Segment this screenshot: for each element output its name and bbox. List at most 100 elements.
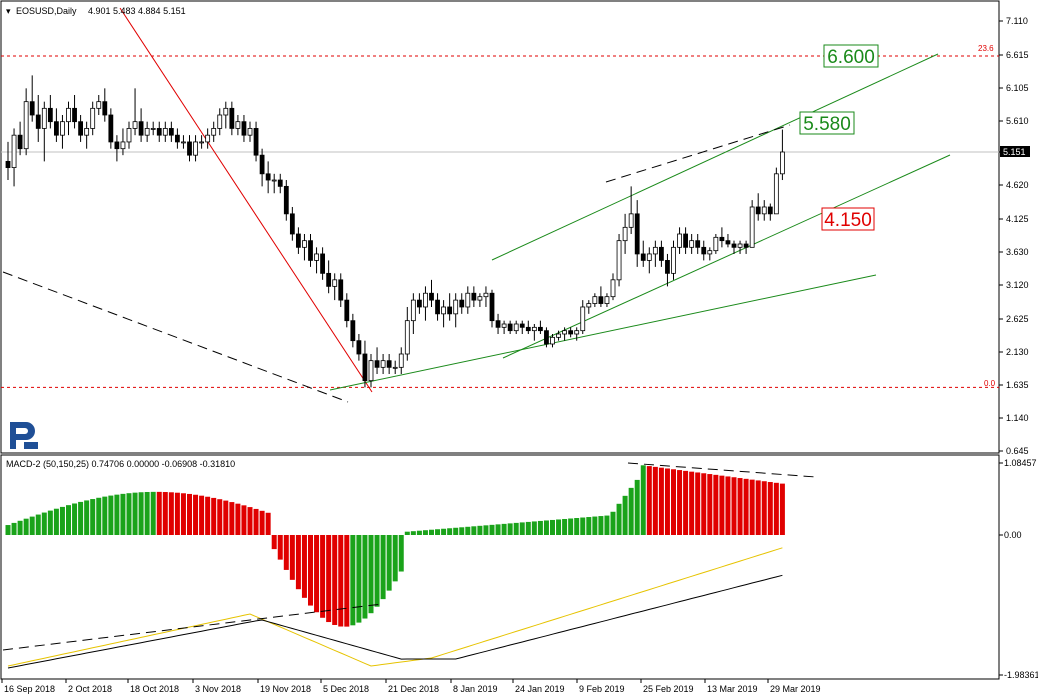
broker-logo bbox=[10, 422, 38, 449]
macd-histogram-bar bbox=[156, 491, 162, 535]
candle-body bbox=[295, 233, 301, 248]
macd-histogram-bar bbox=[108, 495, 114, 535]
annotation-6600[interactable]: 6.600 bbox=[823, 44, 879, 68]
macd-histogram-bar bbox=[126, 493, 132, 535]
candle-body bbox=[350, 320, 356, 342]
candle-body bbox=[550, 336, 555, 345]
macd-histogram-bar bbox=[495, 524, 501, 535]
candle-body bbox=[174, 134, 180, 143]
annotation-5580[interactable]: 5.580 bbox=[799, 111, 855, 135]
candle-body bbox=[289, 213, 295, 235]
candle-body bbox=[689, 240, 695, 248]
x-tick-label: 21 Dec 2018 bbox=[388, 684, 439, 694]
candle-body bbox=[259, 154, 265, 175]
macd-histogram-bar bbox=[501, 523, 507, 535]
macd-histogram-bar bbox=[701, 473, 707, 535]
macd-histogram-bar bbox=[199, 495, 205, 535]
candle-body bbox=[283, 185, 289, 215]
candle-body bbox=[598, 296, 604, 304]
candle-body bbox=[217, 114, 223, 129]
macd-histogram-bar bbox=[731, 477, 737, 535]
candle-body bbox=[132, 121, 138, 129]
downtrend-line bbox=[119, 7, 373, 393]
macd-histogram-bar bbox=[562, 518, 568, 535]
candle-body bbox=[671, 246, 676, 274]
macd-histogram-bar bbox=[689, 471, 695, 535]
candle-body bbox=[398, 353, 404, 368]
candle-body bbox=[302, 240, 307, 248]
macd-panel[interactable] bbox=[0, 454, 1000, 680]
candle-body bbox=[743, 243, 749, 248]
macd-histogram-bar bbox=[241, 505, 247, 535]
macd-histogram-bar bbox=[23, 518, 29, 535]
candle-body bbox=[477, 296, 483, 301]
candle-body bbox=[241, 121, 247, 136]
macd-histogram-bar bbox=[314, 535, 320, 613]
macd-histogram-bar bbox=[422, 530, 428, 535]
macd-header: MACD-2 (50,150,25) 0.74706 0.00000 -0.06… bbox=[6, 459, 235, 469]
y-tick-label: 7.110 bbox=[1006, 16, 1028, 26]
macd-histogram-bar bbox=[90, 499, 96, 535]
candle-body bbox=[731, 243, 737, 248]
candle-body bbox=[223, 107, 229, 116]
annotation-4150[interactable]: 4.150 bbox=[821, 207, 875, 231]
candle-body bbox=[380, 360, 386, 368]
candle-body bbox=[410, 299, 416, 322]
macd-histogram-bar bbox=[235, 503, 241, 535]
candle-body bbox=[11, 134, 17, 168]
macd-histogram-bar bbox=[205, 496, 211, 535]
candle-body bbox=[150, 128, 156, 130]
candle-body bbox=[205, 134, 211, 143]
candle-body bbox=[659, 246, 664, 261]
macd-histogram-bar bbox=[677, 470, 683, 535]
macd-histogram-bar bbox=[168, 492, 174, 535]
candle-body bbox=[320, 253, 326, 274]
candle-body bbox=[519, 323, 525, 328]
macd-histogram-bar bbox=[320, 535, 326, 618]
candle-body bbox=[374, 360, 380, 368]
candle-body bbox=[368, 360, 374, 382]
dropdown-arrow-icon[interactable]: ▾ bbox=[6, 6, 11, 16]
macd-histogram-bar bbox=[223, 500, 229, 535]
macd-y-tick-label: -1.98361 bbox=[1004, 670, 1038, 680]
candle-body bbox=[271, 179, 277, 182]
x-tick-label: 18 Oct 2018 bbox=[130, 684, 179, 694]
candle-body bbox=[513, 323, 519, 332]
x-tick-label: 2 Oct 2018 bbox=[68, 684, 112, 694]
candle-body bbox=[459, 299, 465, 308]
candle-body bbox=[622, 226, 628, 242]
x-tick-label: 9 Feb 2019 bbox=[579, 684, 625, 694]
macd-histogram-bar bbox=[332, 535, 338, 625]
macd-histogram-bar bbox=[368, 535, 374, 614]
candle-body bbox=[677, 233, 682, 248]
candle-body bbox=[634, 213, 640, 255]
candle-body bbox=[356, 340, 362, 355]
candle-body bbox=[489, 292, 495, 322]
x-tick-label: 16 Sep 2018 bbox=[4, 684, 55, 694]
candle-body bbox=[404, 320, 410, 355]
macd-y-tick-label: 1.08457 bbox=[1004, 458, 1037, 468]
macd-histogram-bar bbox=[519, 522, 525, 535]
macd-histogram-bar bbox=[211, 497, 217, 535]
macd-histogram-bar bbox=[610, 511, 616, 535]
candle-body bbox=[586, 303, 592, 308]
macd-histogram-bar bbox=[132, 492, 138, 535]
candle-body bbox=[749, 206, 755, 248]
candle-body bbox=[108, 114, 114, 143]
annotation-4150-label: 4.150 bbox=[824, 210, 872, 231]
y-tick-label: 5.610 bbox=[1006, 116, 1029, 126]
macd-histogram-bar bbox=[29, 516, 35, 535]
macd-histogram-bar bbox=[604, 515, 610, 535]
macd-histogram-bar bbox=[102, 496, 108, 535]
candle-body bbox=[84, 128, 90, 136]
annotation-5580-label: 5.580 bbox=[803, 114, 851, 135]
candle-body bbox=[265, 173, 271, 181]
macd-histogram-bar bbox=[707, 474, 713, 535]
candle-body bbox=[538, 326, 543, 332]
macd-histogram-bar bbox=[755, 480, 761, 535]
macd-histogram-bar bbox=[671, 469, 676, 535]
candle-body bbox=[447, 306, 453, 315]
candle-body bbox=[17, 134, 23, 150]
macd-histogram-bar bbox=[525, 521, 531, 535]
